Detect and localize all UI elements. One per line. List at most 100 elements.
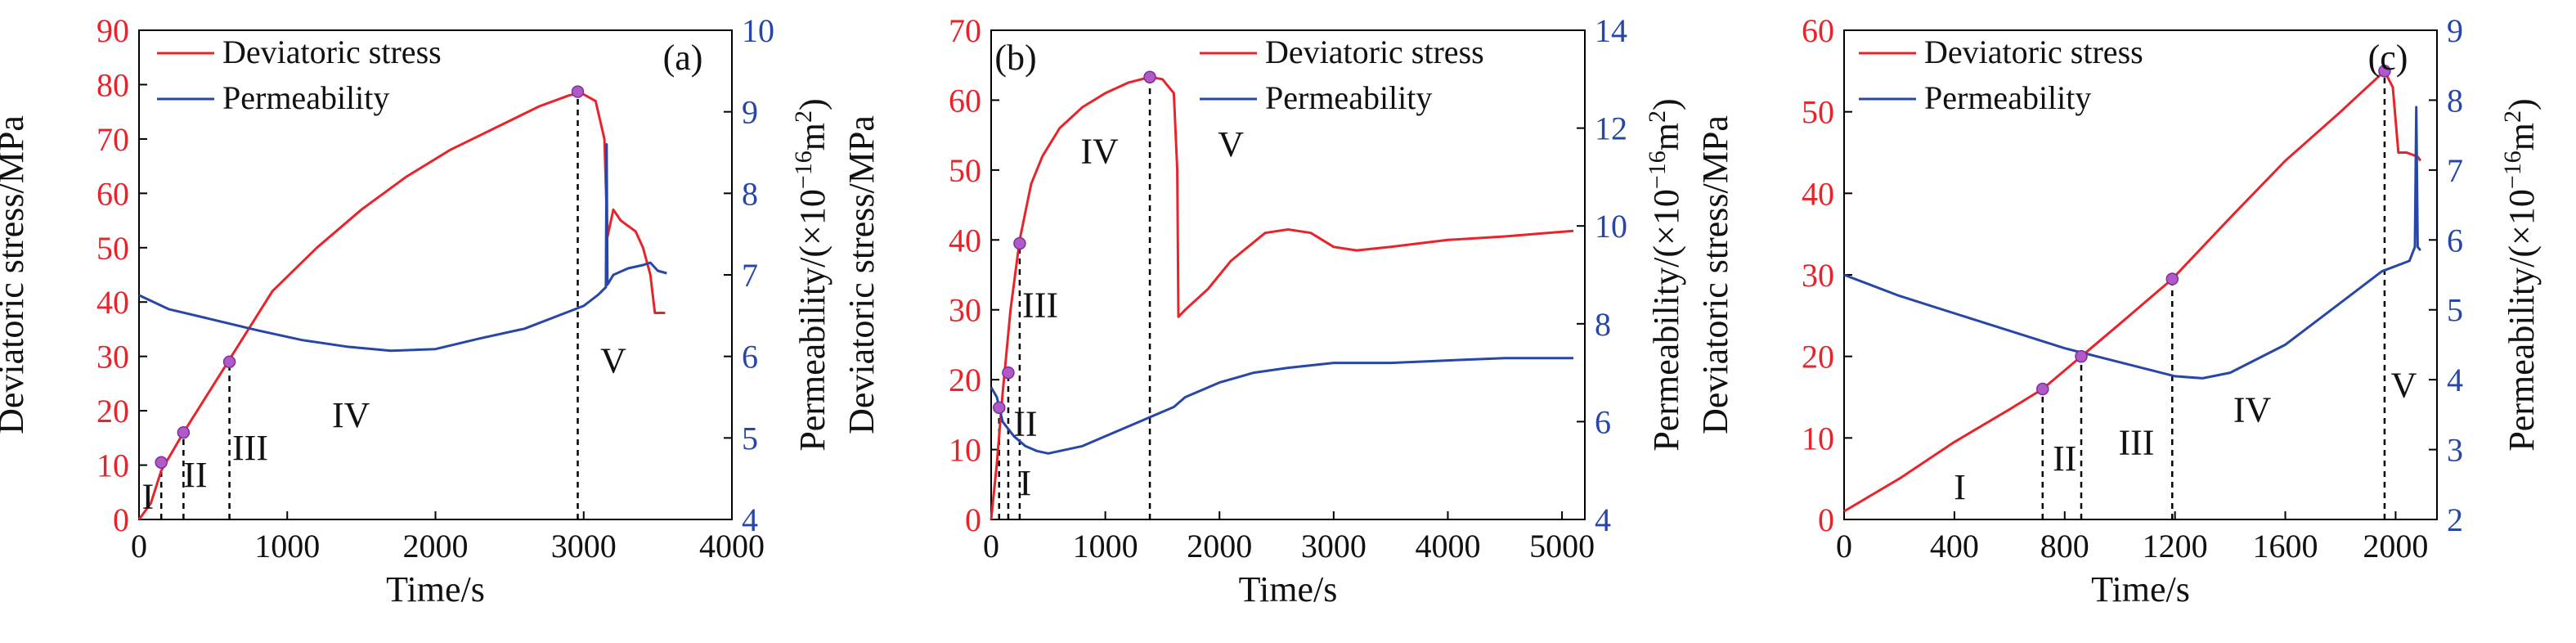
series-line-permeability <box>138 143 667 353</box>
chart-panel-2: 0 400 800 1200 1600 2000 0 10 20 30 40 50 60 2 3 4 5 6 7 8 9… <box>1695 12 2542 609</box>
y-right-axis-title: Permeability/(×10−16m2) <box>2499 98 2542 451</box>
y-right-tick-label: 5 <box>2447 292 2463 329</box>
y-right-tick-label: 2 <box>2447 501 2463 538</box>
stage-marker-point <box>2378 65 2391 78</box>
y-right-tick-label: 4 <box>742 501 758 538</box>
y-right-axis-title: Permeability/(×10−16m2) <box>1644 98 1687 451</box>
x-tick-label: 1000 <box>254 528 320 564</box>
y-right-axis-title-part: m <box>792 123 832 151</box>
y-left-tick-label: 60 <box>96 175 129 212</box>
y-right-axis-title-part: ) <box>2502 98 2542 110</box>
stage-marker-point <box>177 425 191 439</box>
stage-marker-point <box>155 456 168 469</box>
x-tick-label: 5000 <box>1529 528 1595 564</box>
stage-label: III <box>232 428 268 468</box>
y-right-tick-label: 8 <box>2447 82 2463 119</box>
y-right-tick-label: 7 <box>742 257 758 294</box>
legend-label: Permeability <box>1924 79 2091 116</box>
stage-label: I <box>1020 463 1032 503</box>
y-right-axis-title-part: ) <box>792 98 832 110</box>
y-left-tick-label: 40 <box>96 284 129 321</box>
x-tick-label: 2000 <box>2363 528 2428 564</box>
stage-label: I <box>142 477 155 517</box>
legend-label: Deviatoric stress <box>222 34 442 70</box>
y-right-tick-label: 14 <box>1595 12 1627 49</box>
y-right-tick-label: 10 <box>1595 208 1627 245</box>
x-axis-title: Time/s <box>386 569 485 609</box>
stage-label: IV <box>1080 131 1119 171</box>
y-right-tick-label: 3 <box>2447 432 2463 469</box>
panel-label: (c) <box>2368 38 2408 78</box>
stage-label: V <box>600 341 626 381</box>
y-right-axis-title-part: m <box>1646 123 1686 151</box>
y-left-tick-label: 70 <box>949 12 981 49</box>
y-left-tick-label: 80 <box>96 66 129 103</box>
y-right-tick-label: 12 <box>1595 110 1627 147</box>
y-left-tick-label: 10 <box>96 447 129 484</box>
y-right-axis-title-part: Permeability/(×10 <box>2502 189 2542 452</box>
y-left-tick-label: 30 <box>949 292 981 329</box>
y-right-axis-title-part: 2 <box>2499 110 2526 123</box>
stage-label: II <box>2053 438 2076 479</box>
x-tick-label: 3000 <box>551 528 617 564</box>
stage-label: III <box>2118 422 2154 462</box>
series-line-deviatoric-stress <box>1843 70 2422 513</box>
stage-marker-point <box>2075 349 2088 363</box>
stage-marker-point <box>1013 236 1026 250</box>
stage-label: V <box>2391 366 2417 406</box>
y-left-tick-label: 0 <box>965 501 981 538</box>
legend-label: Permeability <box>1265 79 1432 116</box>
legend-label: Deviatoric stress <box>1924 34 2143 70</box>
y-left-tick-label: 0 <box>113 501 129 538</box>
legend-label: Permeability <box>222 79 389 116</box>
y-right-axis-title-part: −16 <box>790 151 817 189</box>
panel-label: (a) <box>663 38 703 78</box>
y-right-tick-label: 4 <box>1595 501 1611 538</box>
series-line-deviatoric-stress <box>990 75 1574 520</box>
y-right-tick-label: 10 <box>742 12 774 49</box>
x-tick-label: 0 <box>1836 528 1852 564</box>
stage-marker-point <box>1143 70 1156 83</box>
stage-marker-point <box>1002 366 1015 380</box>
stage-marker-point <box>2165 272 2179 286</box>
x-tick-label: 0 <box>131 528 147 564</box>
y-right-axis-title: Permeability/(×10−16m2) <box>790 98 833 451</box>
y-right-axis-title-part: m <box>2502 123 2542 151</box>
y-right-tick-label: 6 <box>1595 403 1611 440</box>
chart-panel-1: 0 1000 2000 3000 4000 5000 0 10 20 30 40 50 60 70 4 6 8 1… <box>841 12 1686 609</box>
x-tick-label: 2000 <box>1187 528 1252 564</box>
x-tick-label: 0 <box>983 528 999 564</box>
y-right-axis-title-part: Permeability/(×10 <box>1646 189 1686 452</box>
y-right-tick-label: 9 <box>2447 12 2463 49</box>
stage-marker-point <box>2036 382 2049 396</box>
y-right-axis-title-part: 2 <box>1644 110 1671 123</box>
y-right-tick-label: 6 <box>2447 222 2463 259</box>
y-right-axis-title-part: 2 <box>790 110 817 123</box>
y-right-axis-title-part: −16 <box>1644 151 1671 189</box>
y-left-tick-label: 10 <box>1802 420 1834 456</box>
x-tick-label: 1000 <box>1073 528 1138 564</box>
x-tick-label: 1600 <box>2253 528 2318 564</box>
y-left-tick-label: 90 <box>96 12 129 49</box>
stage-label: I <box>1954 467 1966 507</box>
y-left-tick-label: 20 <box>1802 339 1834 375</box>
y-left-tick-label: 40 <box>1802 175 1834 212</box>
y-right-axis-title-part: −16 <box>2499 151 2526 189</box>
x-tick-label: 3000 <box>1301 528 1367 564</box>
x-tick-label: 4000 <box>699 528 765 564</box>
y-right-tick-label: 5 <box>742 420 758 456</box>
x-tick-label: 4000 <box>1415 528 1480 564</box>
y-left-axis-title: Deviatoric stress/MPa <box>841 115 882 434</box>
y-right-tick-label: 8 <box>1595 306 1611 343</box>
series-line-deviatoric-stress <box>137 91 666 520</box>
y-right-axis-title-part: ) <box>1646 98 1686 110</box>
x-axis-title: Time/s <box>1239 569 1338 609</box>
stage-label: IV <box>2233 389 2272 429</box>
stage-label: II <box>183 455 207 495</box>
y-left-tick-label: 40 <box>949 222 981 259</box>
y-left-tick-label: 70 <box>96 121 129 158</box>
plot-frame <box>990 29 1586 520</box>
x-tick-label: 1200 <box>2143 528 2208 564</box>
stage-label: V <box>1218 124 1244 164</box>
